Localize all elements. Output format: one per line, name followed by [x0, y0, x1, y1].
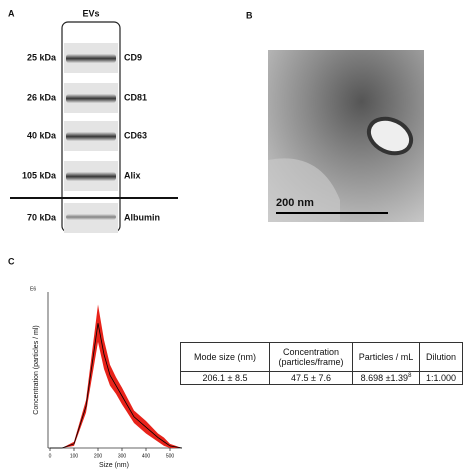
blot-band [66, 132, 116, 141]
blot-band [66, 214, 116, 220]
x-tick-label: 300 [118, 453, 127, 459]
blots: 25 kDa CD9 26 kDa CD81 40 kDa CD63 105 kDa Alix… [22, 43, 160, 233]
x-tick-label: 0 [49, 453, 52, 459]
weight-label: 25 kDa [27, 52, 57, 62]
x-tick-label: 100 [70, 453, 79, 459]
panel-label: A [8, 8, 15, 18]
nta-table: Mode size (nm) Concentration (particles/… [180, 342, 463, 385]
tem-texture [268, 158, 340, 222]
vesicle [366, 116, 414, 156]
blot-band [66, 54, 116, 63]
column-title: EVs [82, 8, 99, 18]
cell: 1:1.000 [419, 371, 463, 385]
header-cell: Dilution [419, 342, 463, 372]
cell: 47.5 ± 7.6 [269, 371, 353, 385]
marker-label: CD81 [124, 92, 147, 102]
header-cell: Mode size (nm) [180, 342, 270, 372]
marker-label: CD63 [124, 130, 147, 140]
marker-label: Alix [124, 170, 141, 180]
marker-label: CD9 [124, 52, 142, 62]
panel-label: C [8, 256, 15, 266]
marker-label: Albumin [124, 212, 160, 222]
panel-label: B [246, 10, 253, 20]
y-scale: E6 [30, 286, 36, 292]
header-cell: Particles / mL [352, 342, 420, 372]
header-cell: Concentration (particles/frame) [269, 342, 353, 372]
weight-label: 70 kDa [27, 212, 57, 222]
x-tick-label: 500 [166, 453, 175, 459]
error-band [50, 304, 182, 448]
blot-band [66, 172, 116, 181]
cell-text: 8.698 ±1.39 [360, 373, 409, 383]
weight-label: 105 kDa [22, 170, 57, 180]
weight-label: 40 kDa [27, 130, 57, 140]
plot: 0 100 200 300 400 500 [49, 304, 183, 459]
blot-band [66, 94, 116, 103]
weight-label: 26 kDa [27, 92, 57, 102]
scale-bar-label: 200 nm [276, 197, 314, 209]
mean-line [50, 323, 183, 449]
cell: 206.1 ± 8.5 [180, 371, 270, 385]
y-axis-label: Concentration (particles / ml) [33, 325, 40, 414]
superscript: 8 [408, 373, 412, 379]
x-tick-label: 400 [142, 453, 151, 459]
cell: 8.698 ±1.398 [352, 371, 420, 385]
x-tick-label: 200 [94, 453, 103, 459]
x-axis-label: Size (nm) [99, 462, 129, 469]
